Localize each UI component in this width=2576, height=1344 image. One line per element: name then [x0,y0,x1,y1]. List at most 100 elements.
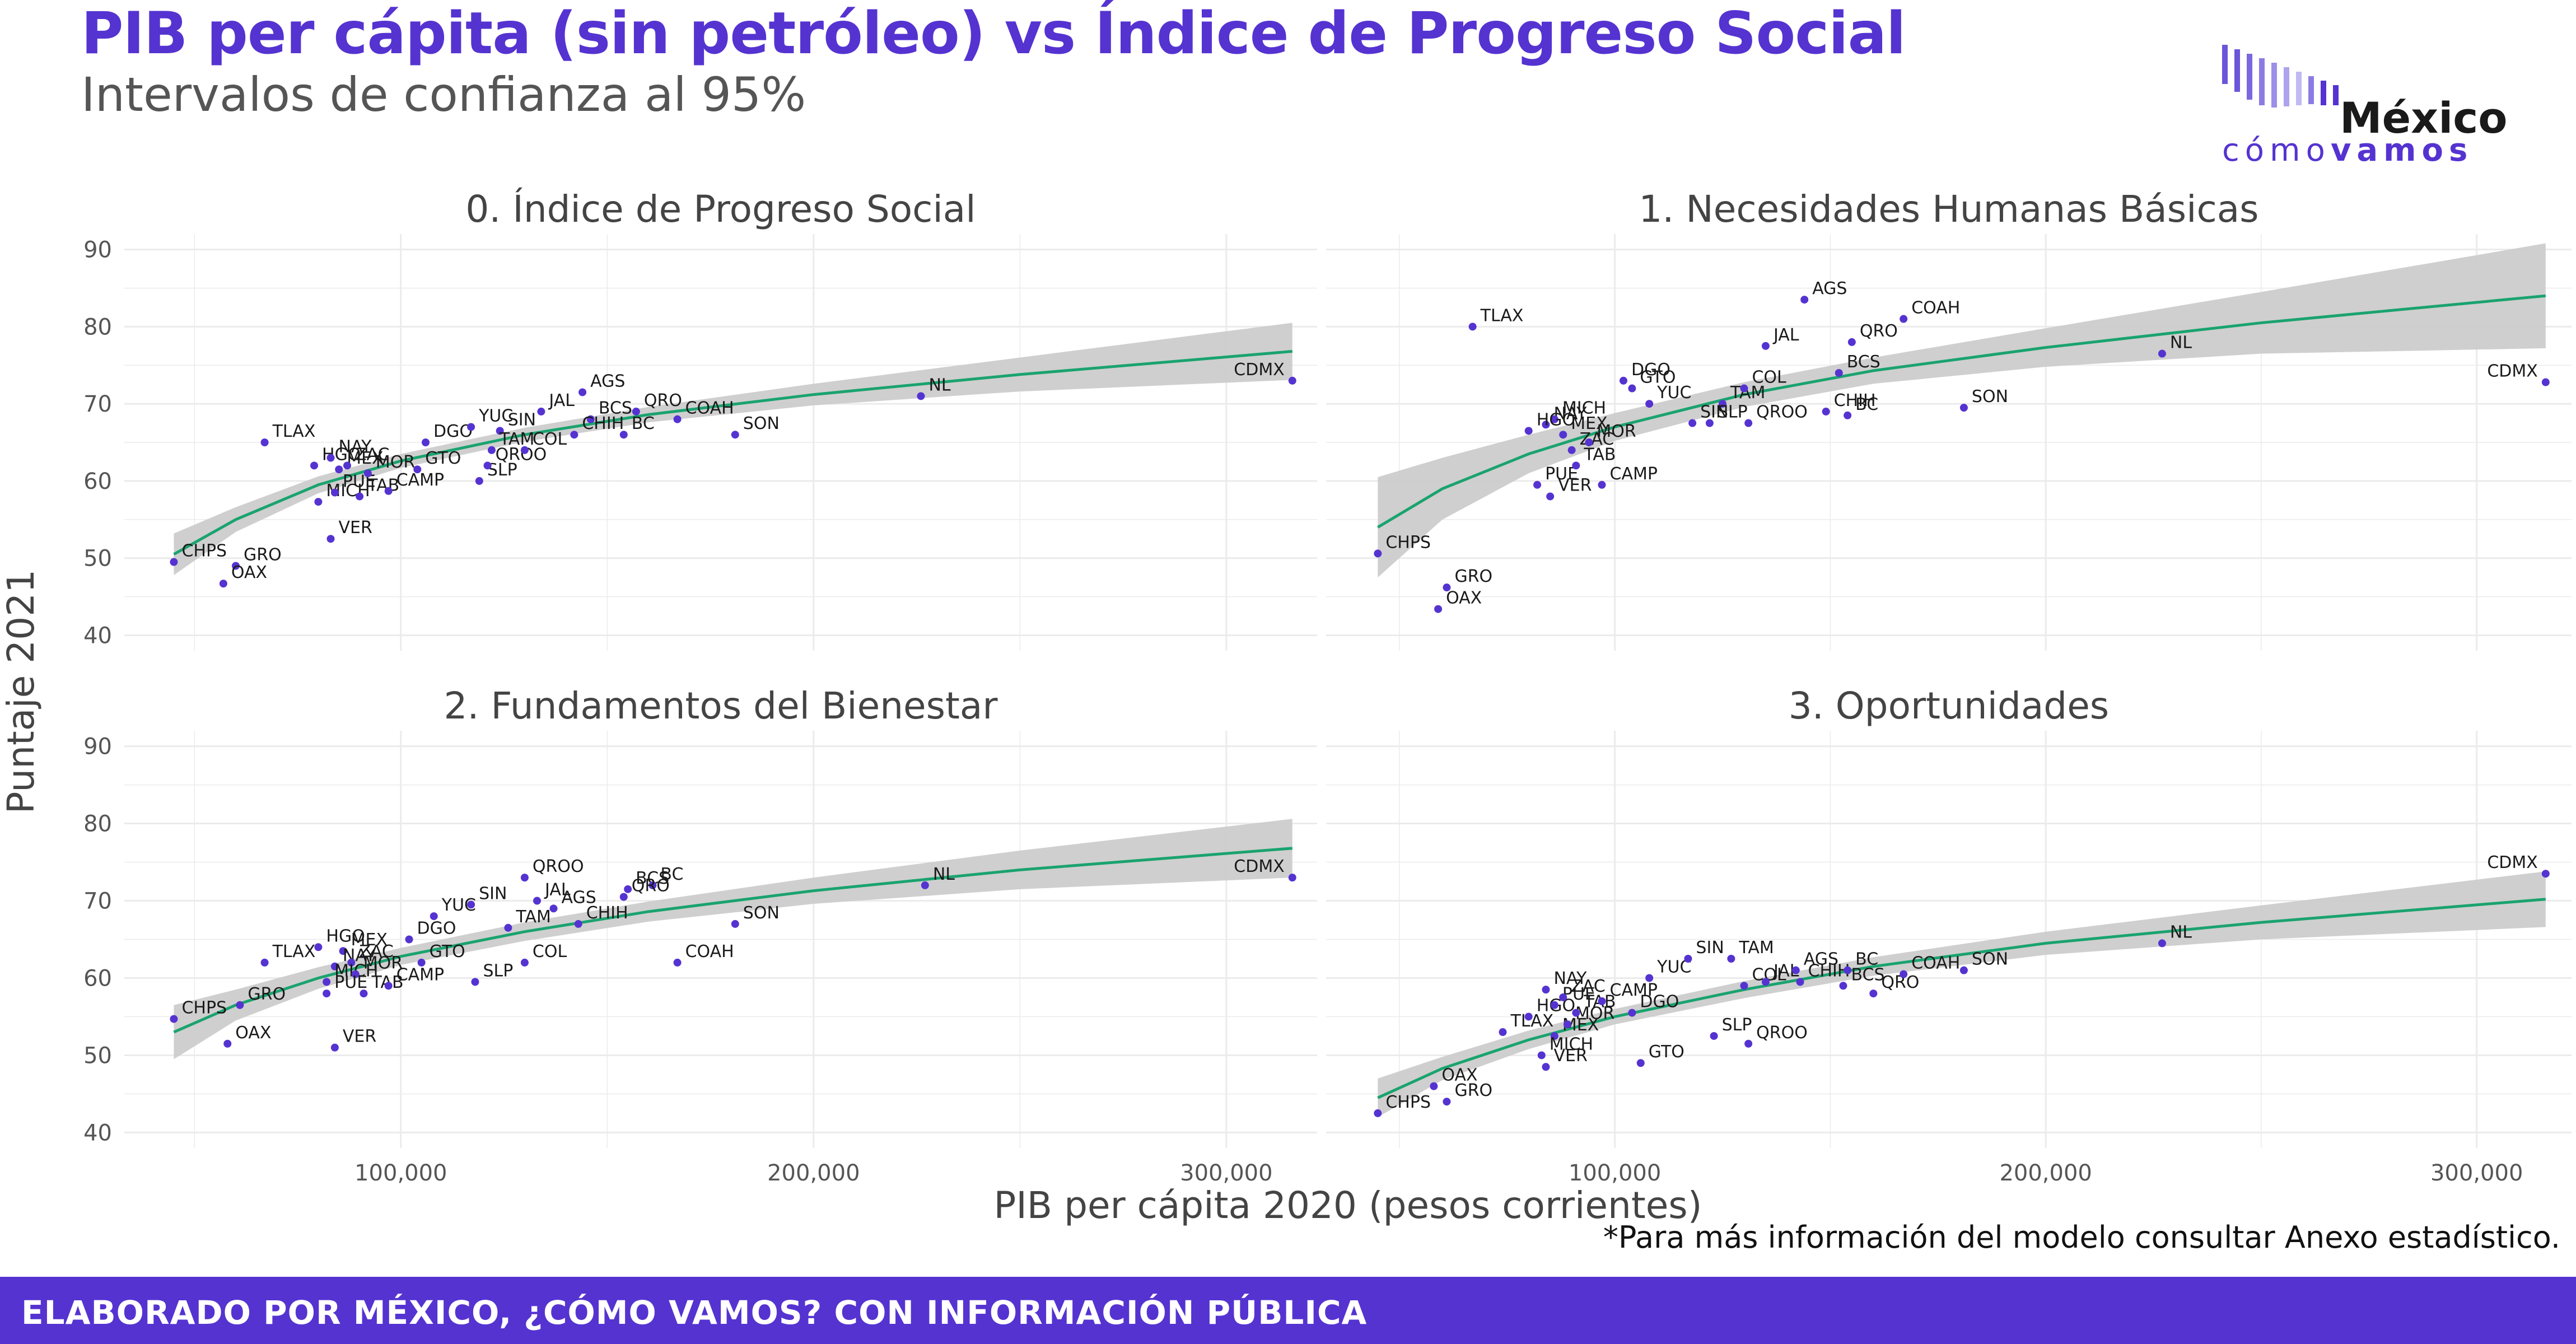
point-label: CHPS [1385,1093,1431,1112]
data-point [1542,421,1550,429]
point-label: CDMX [2487,362,2537,381]
data-point [1288,874,1296,882]
data-point [1550,1001,1558,1009]
x-axis-title: PIB per cápita 2020 (pesos corrientes) [994,1184,1702,1227]
y-tick-label: 70 [83,889,112,914]
data-point [1636,1059,1645,1067]
y-tick-label: 70 [83,391,112,417]
point-label: COL [533,430,567,449]
footnote: *Para más información del modelo consult… [1603,1220,2560,1255]
data-point [1822,407,1830,416]
data-point [533,897,542,905]
data-point [1900,970,1908,978]
point-label: GRO [1454,567,1492,586]
data-point [1688,419,1697,427]
data-point [1443,584,1451,592]
point-label: ZAC [1571,977,1606,996]
data-point [260,958,269,967]
data-point [413,465,422,474]
point-label: TAM [1738,938,1774,958]
point-label: MOR [1597,422,1636,441]
point-label: OAX [235,1023,271,1043]
data-point [1468,323,1477,331]
point-label: CHPS [181,542,227,561]
point-label: ZAC [1580,430,1614,449]
point-label: TAM [1730,383,1765,403]
data-point [405,935,413,944]
data-point [260,438,269,446]
point-label: COAH [685,399,734,418]
data-point [578,388,587,396]
data-point [1499,1028,1507,1037]
point-label: PUE [1562,984,1595,1004]
y-tick-label: 50 [83,546,112,572]
point-label: CAMP [1610,464,1658,484]
data-point [1791,966,1800,974]
data-point [170,558,178,566]
confidence-band [174,819,1292,1060]
data-point [323,978,331,986]
point-label: OAX [231,563,267,582]
data-point [1628,384,1636,393]
point-label: BCS [599,399,632,418]
point-label: NAY [1553,404,1587,423]
point-label: SLP [1718,403,1748,422]
footer-credit: ELABORADO POR MÉXICO, ¿CÓMO VAMOS? CON I… [21,1294,1368,1332]
x-tick-label: 300,000 [1180,1160,1272,1186]
point-label: MOR [363,954,403,973]
data-point [1572,461,1580,470]
data-point [314,498,323,506]
panel-title: 3. Oportunidades [1789,684,2109,727]
point-label: VER [1558,475,1592,495]
data-point [1542,1063,1550,1071]
data-point [487,446,496,454]
data-point [1684,954,1692,963]
point-label: SLP [1722,1015,1752,1035]
x-tick-label: 100,000 [354,1160,447,1186]
point-label: YUC [478,406,513,426]
point-label: JAL [544,880,571,900]
point-label: SLP [483,961,513,981]
data-point [1559,431,1567,439]
point-label: TAM [515,907,550,927]
point-label: BC [632,414,655,433]
data-point [417,958,426,967]
data-point [1839,982,1847,990]
point-label: QRO [644,391,682,410]
y-tick-label: 80 [83,314,112,340]
y-tick-label: 40 [83,623,112,648]
mexico-como-vamos-logo: México cómovamos [2218,39,2531,174]
data-point [471,978,479,986]
data-point [570,431,578,439]
data-point [335,465,343,474]
y-tick-label: 90 [83,237,112,263]
point-label: GRO [248,984,286,1004]
chart-title: PIB per cápita (sin petróleo) vs Índice … [81,0,1906,67]
data-point [339,947,347,955]
logo-word-vamos: vamos [2330,132,2474,169]
data-point [1645,974,1654,982]
data-point [1796,978,1804,986]
point-label: CHPS [1385,533,1431,552]
point-label: BCS [1851,965,1884,984]
point-label: CHIH [586,903,628,923]
point-label: TAM [499,430,534,449]
data-point [467,900,475,909]
point-label: SIN [1700,403,1728,422]
data-point [1550,415,1558,423]
point-label: MICH [1550,1034,1593,1054]
point-label: TLAX [272,422,316,441]
point-label: SON [743,414,780,433]
data-point [330,488,339,497]
point-label: BC [660,865,683,884]
point-label: NL [933,865,955,884]
data-point [1761,978,1770,986]
data-point [921,881,929,889]
y-tick-label: 60 [83,965,112,991]
data-point [619,893,628,901]
data-point [574,920,582,928]
fit-line [1377,294,2546,529]
data-point [1288,376,1296,385]
point-label: MEX [347,449,383,468]
data-point [310,461,319,470]
